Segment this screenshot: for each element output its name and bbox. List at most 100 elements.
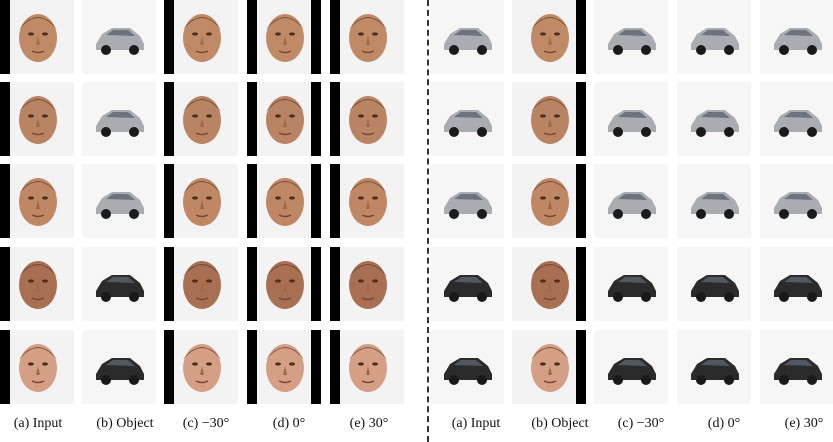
left-cell-r0-c1 bbox=[82, 0, 156, 74]
black-bar-right bbox=[576, 82, 586, 156]
face-image bbox=[349, 344, 387, 392]
left-cell-r2-c1 bbox=[82, 164, 156, 238]
black-bar-right bbox=[311, 247, 321, 321]
left-cell-r2-c0 bbox=[0, 164, 74, 238]
black-bar-left bbox=[164, 0, 174, 74]
black-bar-right bbox=[576, 0, 586, 74]
right-cell-r4-c2 bbox=[594, 330, 668, 404]
black-bar-left bbox=[0, 82, 10, 156]
left-cell-r4-c3 bbox=[247, 330, 321, 404]
black-bar-right bbox=[311, 0, 321, 74]
right-cell-r2-c0 bbox=[430, 164, 504, 238]
face-image bbox=[531, 96, 569, 144]
right-cell-r1-c0 bbox=[430, 82, 504, 156]
face-image bbox=[266, 344, 304, 392]
car-image bbox=[774, 192, 822, 219]
face-image bbox=[349, 261, 387, 309]
face-image bbox=[349, 96, 387, 144]
right-label-30: (e) 30° bbox=[784, 416, 824, 431]
left-label-0: (d) 0° bbox=[272, 416, 306, 431]
face-image bbox=[183, 14, 221, 62]
black-bar-left bbox=[330, 330, 340, 404]
black-bar-right bbox=[576, 164, 586, 238]
black-bar-right bbox=[576, 247, 586, 321]
face-image bbox=[266, 96, 304, 144]
face-image bbox=[531, 261, 569, 309]
car-image bbox=[96, 28, 144, 55]
right-cell-r3-c4 bbox=[760, 247, 833, 321]
left-cell-r1-c1 bbox=[82, 82, 156, 156]
black-bar-right bbox=[311, 82, 321, 156]
right-cell-r0-c3 bbox=[677, 0, 751, 74]
right-label-object: (b) Object bbox=[531, 416, 589, 431]
car-image bbox=[444, 28, 492, 55]
left-label-input: (a) Input bbox=[13, 416, 63, 431]
left-cell-r4-c1 bbox=[82, 330, 156, 404]
car-image bbox=[691, 358, 739, 385]
car-image bbox=[691, 28, 739, 55]
black-bar-left bbox=[330, 0, 340, 74]
left-cell-r1-c0 bbox=[0, 82, 74, 156]
right-cell-r2-c1 bbox=[512, 164, 586, 238]
right-cell-r4-c0 bbox=[430, 330, 504, 404]
face-image bbox=[19, 96, 57, 144]
black-bar-right bbox=[576, 330, 586, 404]
left-label-object: (b) Object bbox=[96, 416, 154, 431]
black-bar-left bbox=[164, 164, 174, 238]
black-bar-left bbox=[247, 247, 257, 321]
car-image bbox=[444, 358, 492, 385]
right-image-grid bbox=[430, 0, 833, 410]
left-cell-r4-c2 bbox=[164, 330, 238, 404]
right-cell-r0-c2 bbox=[594, 0, 668, 74]
face-image bbox=[531, 178, 569, 226]
column-labels: (a) Input (b) Object (c) −30° (d) 0° (e)… bbox=[0, 416, 833, 440]
face-image bbox=[266, 261, 304, 309]
right-cell-r4-c4 bbox=[760, 330, 833, 404]
car-image bbox=[608, 28, 656, 55]
left-cell-r3-c0 bbox=[0, 247, 74, 321]
face-image bbox=[349, 14, 387, 62]
right-cell-r3-c0 bbox=[430, 247, 504, 321]
car-image bbox=[96, 192, 144, 219]
face-image bbox=[266, 14, 304, 62]
black-bar-left bbox=[247, 164, 257, 238]
black-bar-left bbox=[164, 82, 174, 156]
face-image bbox=[349, 178, 387, 226]
right-cell-r0-c4 bbox=[760, 0, 833, 74]
car-image bbox=[608, 110, 656, 137]
face-image bbox=[183, 344, 221, 392]
left-cell-r1-c4 bbox=[330, 82, 404, 156]
right-cell-r1-c2 bbox=[594, 82, 668, 156]
black-bar-left bbox=[247, 82, 257, 156]
car-image bbox=[774, 275, 822, 302]
right-cell-r4-c3 bbox=[677, 330, 751, 404]
right-panel bbox=[430, 0, 833, 410]
dashed-divider bbox=[427, 0, 429, 442]
right-label-minus30: (c) −30° bbox=[617, 416, 665, 431]
right-cell-r0-c0 bbox=[430, 0, 504, 74]
left-cell-r1-c2 bbox=[164, 82, 238, 156]
left-cell-r4-c0 bbox=[0, 330, 74, 404]
face-image bbox=[19, 261, 57, 309]
black-bar-left bbox=[0, 0, 10, 74]
left-panel bbox=[0, 0, 405, 410]
black-bar-left bbox=[330, 82, 340, 156]
face-image bbox=[19, 178, 57, 226]
right-cell-r2-c3 bbox=[677, 164, 751, 238]
left-cell-r2-c3 bbox=[247, 164, 321, 238]
car-image bbox=[691, 275, 739, 302]
right-label-0: (d) 0° bbox=[707, 416, 741, 431]
car-image bbox=[96, 110, 144, 137]
left-cell-r4-c4 bbox=[330, 330, 404, 404]
face-image bbox=[19, 344, 57, 392]
right-cell-r3-c1 bbox=[512, 247, 586, 321]
left-cell-r0-c2 bbox=[164, 0, 238, 74]
face-image bbox=[531, 344, 569, 392]
face-image bbox=[183, 178, 221, 226]
car-image bbox=[774, 358, 822, 385]
right-cell-r1-c3 bbox=[677, 82, 751, 156]
face-image bbox=[531, 14, 569, 62]
black-bar-left bbox=[0, 164, 10, 238]
left-label-minus30: (c) −30° bbox=[182, 416, 230, 431]
left-cell-r0-c4 bbox=[330, 0, 404, 74]
